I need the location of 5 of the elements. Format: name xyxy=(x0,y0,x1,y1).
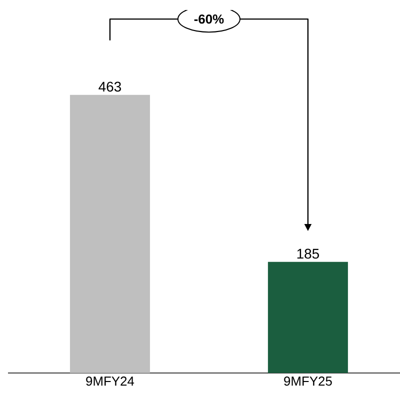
text: -60% xyxy=(194,14,224,24)
x-tick-label: 9MFY25 xyxy=(284,376,332,386)
x-tick-label: 9MFY24 xyxy=(86,376,134,386)
data-label: 185 xyxy=(297,248,319,259)
data-label: 463 xyxy=(98,82,121,92)
